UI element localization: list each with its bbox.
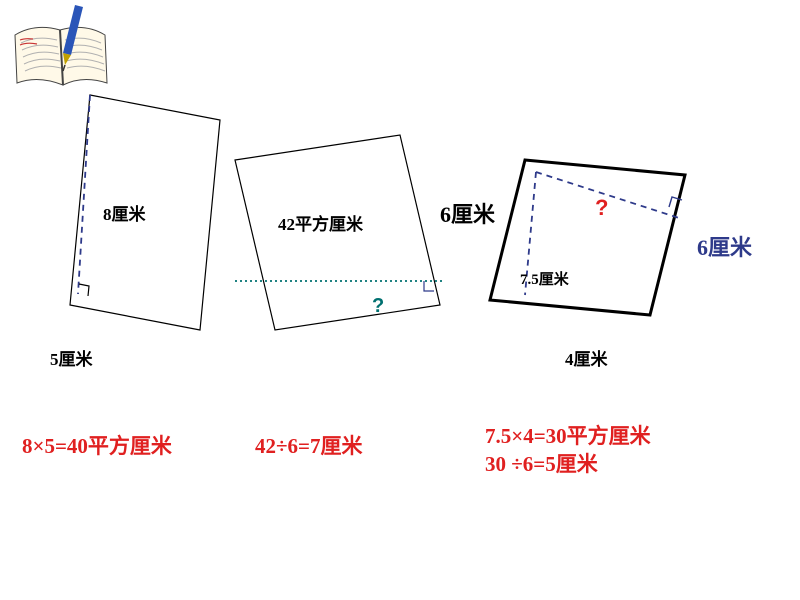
fig2-question-mark: ? [372, 295, 384, 318]
slide-stage: 8厘米 5厘米 42平方厘米 6厘米 ? ? 6厘米 7.5厘米 4厘米 8×5… [0, 0, 800, 600]
fig2-side-label: 6厘米 [440, 203, 462, 226]
notebook-pen-icon [5, 5, 125, 100]
fig3-base-label: 4厘米 [565, 345, 608, 370]
answer-4: 30 ÷6=5厘米 [485, 448, 598, 478]
fig1-base-label: 5厘米 [50, 345, 93, 370]
book-left-page [15, 27, 63, 85]
fig1-height-label: 8厘米 [103, 200, 146, 225]
fig1-right-angle [79, 284, 89, 296]
fig2-area-label: 42平方厘米 [278, 210, 363, 235]
fig2-right-angle [424, 281, 434, 291]
answer-3: 7.5×4=30平方厘米 [485, 420, 651, 450]
fig1-height-line [78, 95, 90, 294]
answer-1: 8×5=40平方厘米 [22, 430, 172, 460]
fig3-height-value: 7.5厘米 [520, 273, 566, 289]
answer-2: 42÷6=7厘米 [255, 430, 363, 460]
fig3-question-mark: ? [595, 195, 608, 221]
fig3-outline [490, 160, 685, 315]
figure-3 [490, 160, 715, 320]
fig3-side-label: 6厘米 [697, 230, 752, 262]
